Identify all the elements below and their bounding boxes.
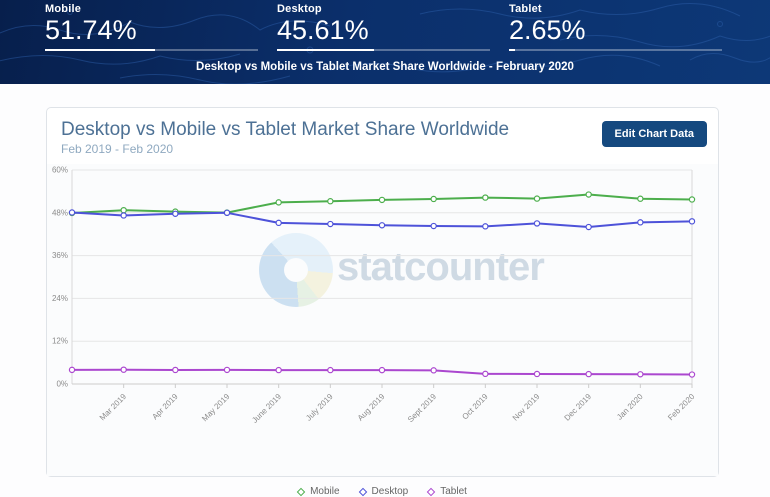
svg-text:Jan 2020: Jan 2020 bbox=[615, 392, 645, 422]
svg-text:Mar 2019: Mar 2019 bbox=[98, 392, 129, 423]
statcounter-text-watermark: statcounter bbox=[337, 245, 545, 289]
legend-item-mobile[interactable]: Mobile bbox=[296, 486, 340, 497]
svg-text:Dec 2019: Dec 2019 bbox=[562, 392, 593, 423]
svg-text:June 2019: June 2019 bbox=[250, 392, 283, 425]
stat-desktop-bar bbox=[277, 49, 490, 52]
svg-text:24%: 24% bbox=[52, 294, 68, 303]
svg-text:Oct 2019: Oct 2019 bbox=[460, 392, 490, 422]
stats-header: Mobile 51.74% Desktop 45.61% Tablet 2.65… bbox=[0, 0, 770, 84]
stat-desktop: Desktop 45.61% bbox=[277, 3, 490, 52]
legend-marker-tablet bbox=[426, 487, 436, 496]
stat-mobile-label: Mobile bbox=[45, 3, 82, 15]
svg-text:July 2019: July 2019 bbox=[304, 392, 335, 423]
svg-text:36%: 36% bbox=[52, 251, 68, 260]
chart-area: statcounter 0% 12% 24% 36% 48% 60% Mar 2019 Apr… bbox=[47, 164, 718, 497]
chart-card: Desktop vs Mobile vs Tablet Market Share… bbox=[46, 107, 719, 497]
legend-label-mobile: Mobile bbox=[310, 486, 340, 497]
svg-text:Apr 2019: Apr 2019 bbox=[150, 392, 180, 422]
svg-text:May 2019: May 2019 bbox=[200, 392, 232, 424]
svg-text:Aug 2019: Aug 2019 bbox=[356, 392, 387, 423]
stat-mobile-value: 51.74% bbox=[45, 15, 137, 45]
stat-tablet-label: Tablet bbox=[509, 3, 542, 15]
svg-text:Nov 2019: Nov 2019 bbox=[511, 392, 542, 423]
svg-text:0%: 0% bbox=[56, 380, 68, 389]
legend-item-tablet[interactable]: Tablet bbox=[426, 486, 467, 497]
stat-tablet-value: 2.65% bbox=[509, 15, 586, 45]
chart-title: Desktop vs Mobile vs Tablet Market Share… bbox=[61, 119, 510, 140]
header-subtitle: Desktop vs Mobile vs Tablet Market Share… bbox=[196, 61, 574, 73]
svg-text:12%: 12% bbox=[52, 337, 68, 346]
stat-mobile: Mobile 51.74% bbox=[45, 3, 258, 52]
chart-legend: Mobile Desktop Tablet bbox=[47, 486, 718, 497]
stat-tablet-bar bbox=[509, 49, 722, 52]
chart-date-range: Feb 2019 - Feb 2020 bbox=[61, 142, 174, 156]
stat-tablet: Tablet 2.65% bbox=[509, 3, 722, 52]
statcounter-logo-watermark bbox=[259, 233, 333, 307]
legend-marker-desktop bbox=[358, 487, 367, 496]
legend-item-desktop[interactable]: Desktop bbox=[358, 486, 409, 497]
legend-marker-mobile bbox=[296, 487, 306, 496]
svg-text:60%: 60% bbox=[52, 166, 68, 175]
svg-text:Feb 2020: Feb 2020 bbox=[666, 392, 697, 423]
world-map-background bbox=[0, 3, 770, 84]
legend-label-tablet: Tablet bbox=[440, 486, 467, 497]
stat-mobile-bar bbox=[45, 49, 258, 52]
line-chart: 0% 12% 24% 36% 48% 60% Mar 2019 Apr 2019 May 201… bbox=[52, 166, 697, 425]
svg-text:48%: 48% bbox=[52, 208, 68, 217]
edit-chart-data-button[interactable]: Edit Chart Data bbox=[601, 121, 707, 147]
stat-desktop-value: 45.61% bbox=[277, 15, 369, 45]
stat-desktop-label: Desktop bbox=[277, 3, 322, 15]
legend-label-desktop: Desktop bbox=[371, 486, 409, 497]
statcounter-logo-hole bbox=[284, 258, 308, 282]
svg-text:Sept 2019: Sept 2019 bbox=[406, 392, 439, 425]
